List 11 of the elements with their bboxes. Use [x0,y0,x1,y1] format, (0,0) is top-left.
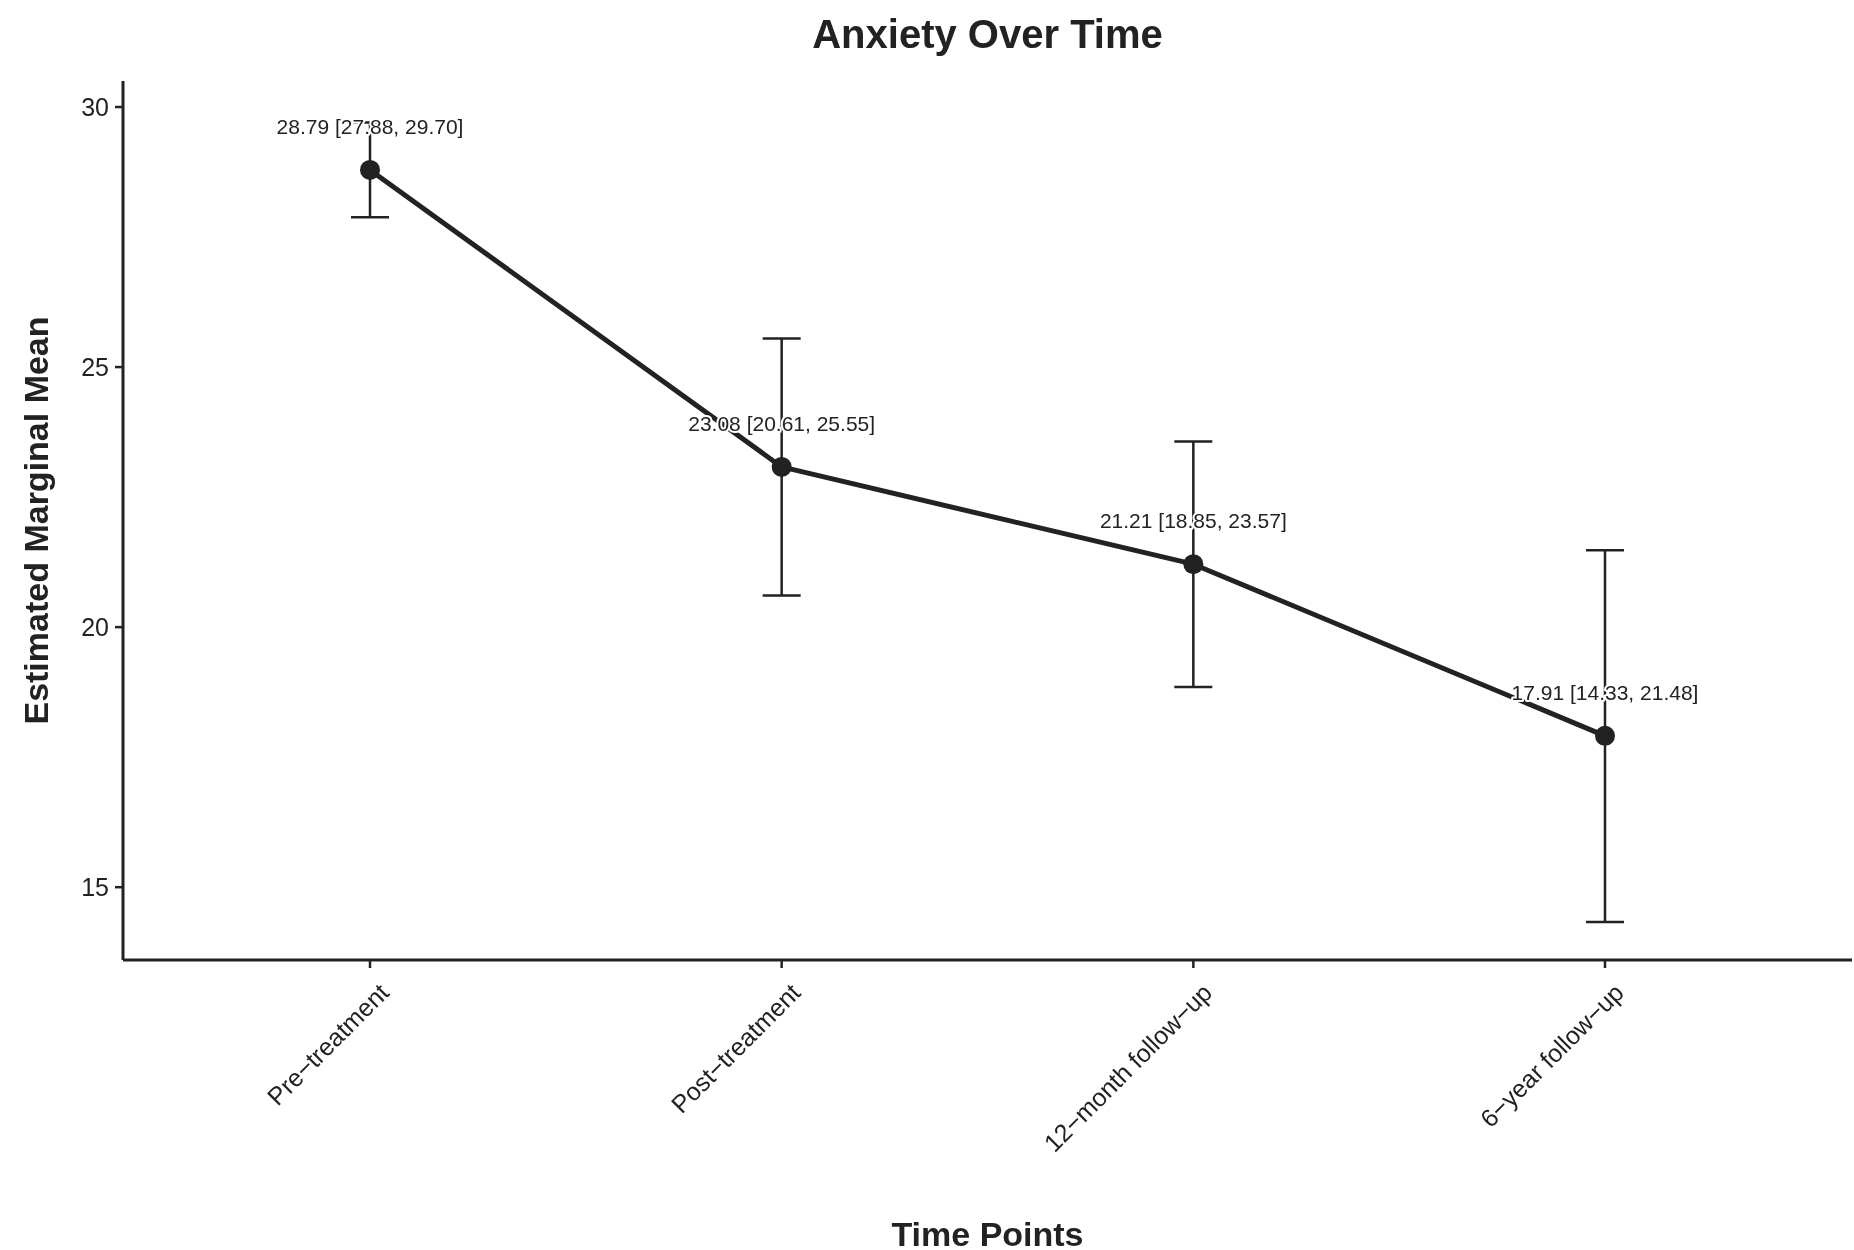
point [1183,554,1204,575]
point [360,159,380,180]
x-axis-title: Time Points [891,1215,1084,1250]
y-tick-label: 15 [81,872,109,901]
point [771,456,792,477]
y-tick-label: 30 [81,92,109,121]
y-tick-label: 25 [81,352,109,381]
y-tick-label: 20 [81,612,109,641]
chart-title: Anxiety Over Time [812,12,1163,56]
point [1595,725,1615,746]
y-axis-title: Estimated Marginal Mean [17,316,55,725]
